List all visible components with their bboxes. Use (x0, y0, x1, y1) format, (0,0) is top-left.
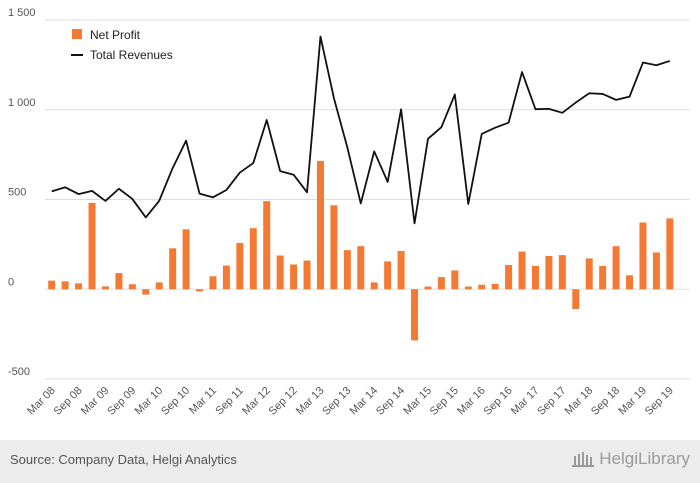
bar-net-profit (316, 160, 324, 290)
x-tick-label: Mar 09 (79, 385, 112, 418)
bar-net-profit (652, 252, 660, 290)
x-tick-label: Mar 13 (294, 385, 327, 418)
x-tick-label: Sep 17 (535, 385, 568, 418)
x-tick-label: Sep 13 (320, 385, 353, 418)
bar-net-profit (343, 250, 351, 290)
bar-net-profit (155, 282, 163, 290)
bar-net-profit (169, 248, 177, 290)
x-tick-label: Mar 14 (348, 385, 381, 418)
bar-net-profit (101, 286, 109, 290)
x-tick-label: Mar 18 (563, 385, 596, 418)
bar-net-profit (397, 251, 405, 290)
x-tick-label: Mar 19 (616, 385, 649, 418)
bar-net-profit (626, 275, 634, 290)
legend-label-total-revenues: Total Revenues (90, 48, 173, 62)
x-tick-label: Mar 11 (187, 385, 219, 417)
y-tick-label: 1 500 (8, 7, 36, 19)
x-tick-label: Mar 10 (133, 385, 166, 418)
x-tick-label: Sep 12 (267, 385, 300, 418)
legend: Net Profit Total Revenues (71, 28, 173, 62)
line-total-revenues (51, 35, 671, 225)
bar-net-profit (437, 277, 445, 290)
bar-net-profit (263, 201, 271, 290)
bar-layer (48, 160, 674, 341)
bar-net-profit (518, 251, 526, 290)
bar-net-profit (612, 246, 620, 290)
bar-net-profit (531, 265, 539, 290)
brand-name: HelgiLibrary (599, 449, 690, 468)
library-icon (572, 452, 595, 467)
bar-net-profit (236, 242, 244, 290)
bar-net-profit (411, 289, 419, 341)
x-tick-label: Sep 16 (482, 385, 515, 418)
bar-net-profit (75, 283, 83, 290)
legend-swatch-net-profit (72, 29, 82, 39)
x-tick-label: Sep 18 (589, 385, 622, 418)
bar-net-profit (303, 260, 311, 290)
legend-label-net-profit: Net Profit (90, 28, 141, 42)
bar-net-profit (545, 256, 553, 290)
bar-net-profit (384, 261, 392, 290)
x-tick-label: Mar 15 (401, 385, 434, 418)
bar-net-profit (666, 218, 674, 290)
bar-net-profit (464, 286, 472, 290)
bar-net-profit (115, 273, 123, 290)
x-tick-label: Sep 11 (213, 385, 246, 418)
x-tick-label: Sep 10 (159, 385, 192, 418)
bar-net-profit (639, 222, 647, 290)
bar-net-profit (290, 264, 298, 290)
source-text: Source: Company Data, Helgi Analytics (10, 452, 237, 467)
y-tick-label: -500 (8, 366, 30, 378)
x-tick-label: Mar 12 (240, 385, 273, 418)
chart: -500 0 500 1 000 1 500 Mar 08 Sep 08 Mar 09 Sep … (8, 7, 690, 418)
footer: Source: Company Data, Helgi Analytics He… (0, 440, 700, 483)
bar-net-profit (128, 284, 136, 290)
x-tick-label: Sep 08 (52, 385, 85, 418)
bar-net-profit (88, 202, 96, 290)
x-tick-label: Sep 19 (643, 385, 676, 418)
bar-net-profit (491, 283, 499, 290)
bar-net-profit (209, 276, 217, 290)
bar-net-profit (424, 286, 432, 290)
bar-net-profit (330, 205, 338, 290)
bar-net-profit (357, 246, 365, 290)
bar-net-profit (276, 255, 284, 290)
bar-net-profit (478, 284, 486, 290)
x-tick-label: Mar 16 (455, 385, 488, 418)
x-tick-label: Sep 09 (105, 385, 138, 418)
x-tick-label: Sep 15 (428, 385, 461, 418)
bar-net-profit (505, 265, 513, 290)
bar-net-profit (182, 229, 190, 290)
x-tick-label: Mar 17 (509, 385, 542, 418)
bar-net-profit (585, 258, 593, 290)
x-tick-label: Sep 14 (374, 385, 407, 418)
bar-net-profit (222, 265, 230, 290)
bar-net-profit (370, 282, 378, 290)
brand-logo[interactable]: HelgiLibrary (571, 449, 690, 469)
bar-net-profit (249, 228, 257, 290)
bar-net-profit (558, 255, 566, 290)
bar-net-profit (572, 289, 580, 309)
bar-net-profit (61, 281, 69, 290)
bar-net-profit (142, 289, 150, 295)
bar-net-profit (196, 289, 204, 292)
y-tick-label: 0 (8, 276, 14, 288)
grid-layer (45, 19, 690, 380)
line-layer (51, 35, 671, 225)
x-tick-label: Mar 08 (25, 385, 58, 418)
y-tick-label: 500 (8, 187, 26, 199)
bar-net-profit (599, 265, 607, 290)
bar-net-profit (451, 270, 459, 290)
bar-net-profit (48, 280, 56, 290)
y-tick-label: 1 000 (8, 97, 36, 109)
